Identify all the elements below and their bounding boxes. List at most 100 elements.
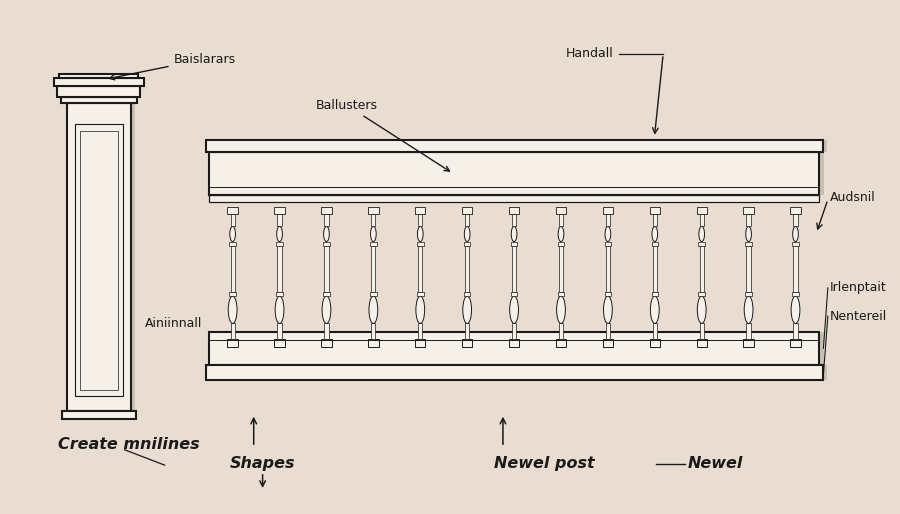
Bar xyxy=(67,103,130,411)
Bar xyxy=(512,246,517,291)
Ellipse shape xyxy=(699,226,705,242)
Text: Shapes: Shapes xyxy=(230,456,295,471)
Text: Ballusters: Ballusters xyxy=(316,99,449,171)
Ellipse shape xyxy=(652,226,658,242)
Ellipse shape xyxy=(230,226,236,242)
Bar xyxy=(79,131,118,390)
Bar xyxy=(418,214,422,226)
Bar xyxy=(559,246,563,291)
Bar xyxy=(130,103,135,411)
Ellipse shape xyxy=(509,296,518,323)
Bar xyxy=(209,195,819,202)
Text: Audsnil: Audsnil xyxy=(830,191,876,205)
Text: Newel: Newel xyxy=(688,456,743,471)
Bar xyxy=(228,339,238,347)
Bar xyxy=(415,207,426,214)
Bar xyxy=(698,291,705,296)
Ellipse shape xyxy=(746,226,751,242)
Bar xyxy=(650,207,660,214)
Text: Ainiinnall: Ainiinnall xyxy=(145,317,202,331)
Bar xyxy=(794,246,797,291)
Bar xyxy=(323,242,329,246)
Ellipse shape xyxy=(791,296,800,323)
Bar xyxy=(324,323,328,339)
Ellipse shape xyxy=(698,296,706,323)
Bar xyxy=(603,207,613,214)
Bar xyxy=(61,97,137,103)
Ellipse shape xyxy=(369,296,378,323)
Bar xyxy=(743,207,754,214)
Ellipse shape xyxy=(229,296,237,323)
Bar xyxy=(462,207,472,214)
Ellipse shape xyxy=(511,226,517,242)
Bar xyxy=(559,214,563,226)
Bar xyxy=(75,124,122,396)
Bar xyxy=(699,246,704,291)
Bar xyxy=(465,246,469,291)
Bar xyxy=(746,246,751,291)
Bar xyxy=(209,332,819,365)
Bar xyxy=(368,339,379,347)
Bar xyxy=(559,323,563,339)
Bar xyxy=(62,411,136,419)
Bar xyxy=(699,214,704,226)
Bar xyxy=(277,246,282,291)
Text: Nentereil: Nentereil xyxy=(830,309,886,323)
Text: Baislarars: Baislarars xyxy=(110,52,236,80)
Bar xyxy=(321,339,331,347)
Bar xyxy=(823,365,827,380)
Bar xyxy=(746,214,751,226)
Ellipse shape xyxy=(605,226,611,242)
Bar xyxy=(462,339,472,347)
Ellipse shape xyxy=(416,296,425,323)
Bar xyxy=(511,291,517,296)
Bar xyxy=(699,323,704,339)
Bar xyxy=(652,246,657,291)
Bar xyxy=(464,291,471,296)
Bar xyxy=(652,242,658,246)
Bar xyxy=(465,214,469,226)
Bar xyxy=(415,339,426,347)
Ellipse shape xyxy=(463,296,472,323)
Bar xyxy=(819,152,824,195)
Bar xyxy=(321,207,331,214)
Ellipse shape xyxy=(793,226,798,242)
Ellipse shape xyxy=(558,226,563,242)
Bar xyxy=(512,214,517,226)
Bar xyxy=(368,207,379,214)
Bar xyxy=(54,78,144,86)
Bar xyxy=(417,291,424,296)
Bar xyxy=(698,242,705,246)
Bar xyxy=(230,291,236,296)
Bar xyxy=(324,246,328,291)
Bar xyxy=(59,74,139,78)
Bar xyxy=(823,140,827,152)
Ellipse shape xyxy=(322,296,331,323)
Bar xyxy=(697,207,706,214)
Bar xyxy=(792,291,799,296)
Bar xyxy=(418,323,422,339)
Bar xyxy=(792,242,799,246)
Bar xyxy=(464,242,471,246)
Ellipse shape xyxy=(275,296,284,323)
Bar xyxy=(372,214,375,226)
Bar xyxy=(745,242,751,246)
Bar xyxy=(205,365,823,380)
Bar xyxy=(57,86,140,97)
Ellipse shape xyxy=(418,226,423,242)
Bar xyxy=(417,242,424,246)
Text: Handall: Handall xyxy=(565,47,613,61)
Bar xyxy=(794,214,797,226)
Bar xyxy=(372,323,375,339)
Bar xyxy=(230,246,235,291)
Bar xyxy=(819,332,824,380)
Bar xyxy=(370,291,376,296)
Bar xyxy=(605,291,611,296)
Ellipse shape xyxy=(556,296,565,323)
Bar xyxy=(652,214,657,226)
Bar xyxy=(652,291,658,296)
Bar xyxy=(556,207,566,214)
Bar xyxy=(276,291,283,296)
Bar xyxy=(323,291,329,296)
Bar xyxy=(743,339,754,347)
